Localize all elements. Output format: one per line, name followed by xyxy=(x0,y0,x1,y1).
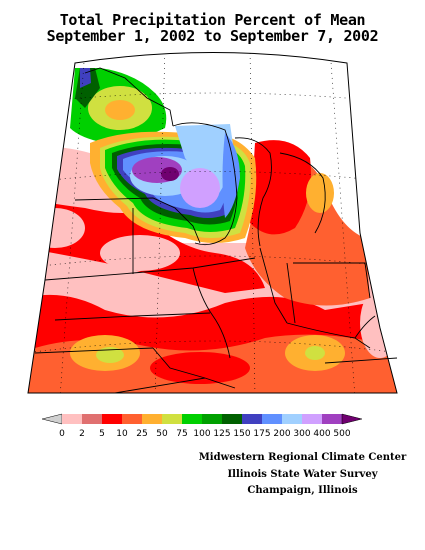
legend-label: 150 xyxy=(233,429,250,439)
legend-label: 25 xyxy=(136,429,147,439)
legend-swatch xyxy=(182,414,202,424)
precipitation-map xyxy=(25,48,400,398)
legend-swatch xyxy=(142,414,162,424)
legend-swatch xyxy=(122,414,142,424)
legend-label: 175 xyxy=(253,429,270,439)
legend-label: 125 xyxy=(213,429,230,439)
legend-label: 500 xyxy=(333,429,350,439)
legend-swatch xyxy=(302,414,322,424)
legend-label: 5 xyxy=(99,429,105,439)
legend-swatch xyxy=(202,414,222,424)
legend-label: 300 xyxy=(293,429,310,439)
legend-label: 100 xyxy=(193,429,210,439)
legend-swatch xyxy=(62,414,82,424)
credit-location: Champaign, Illinois xyxy=(247,485,358,496)
credit-isws: Illinois State Water Survey xyxy=(227,469,378,480)
legend-labels: 0 2 5 10 25 50 75 100 125 150 175 200 300 400 500 xyxy=(59,429,351,439)
legend-swatch xyxy=(162,414,182,424)
legend-swatch xyxy=(242,414,262,424)
legend-swatch xyxy=(222,414,242,424)
legend-swatch xyxy=(82,414,102,424)
legend-arrow-low xyxy=(41,413,63,425)
legend-label: 200 xyxy=(273,429,290,439)
legend-swatch xyxy=(262,414,282,424)
legend-swatch xyxy=(102,414,122,424)
map-date-range: September 1, 2002 to September 7, 2002 xyxy=(46,27,379,45)
precipitation-legend: 0 2 5 10 25 50 75 100 125 150 175 200 300 400 500 xyxy=(41,413,363,439)
legend-arrow-high xyxy=(341,413,363,425)
map-title: Total Precipitation Percent of Mean xyxy=(59,11,366,29)
legend-swatch xyxy=(282,414,302,424)
credit-mrcc: Midwestern Regional Climate Center xyxy=(198,452,407,463)
legend-color-bar xyxy=(41,413,363,425)
legend-label: 50 xyxy=(156,429,168,439)
legend-label: 2 xyxy=(79,429,85,439)
legend-label: 75 xyxy=(176,429,187,439)
legend-label: 0 xyxy=(59,429,65,439)
legend-label: 400 xyxy=(313,429,330,439)
legend-swatch xyxy=(322,414,342,424)
legend-label: 10 xyxy=(116,429,128,439)
